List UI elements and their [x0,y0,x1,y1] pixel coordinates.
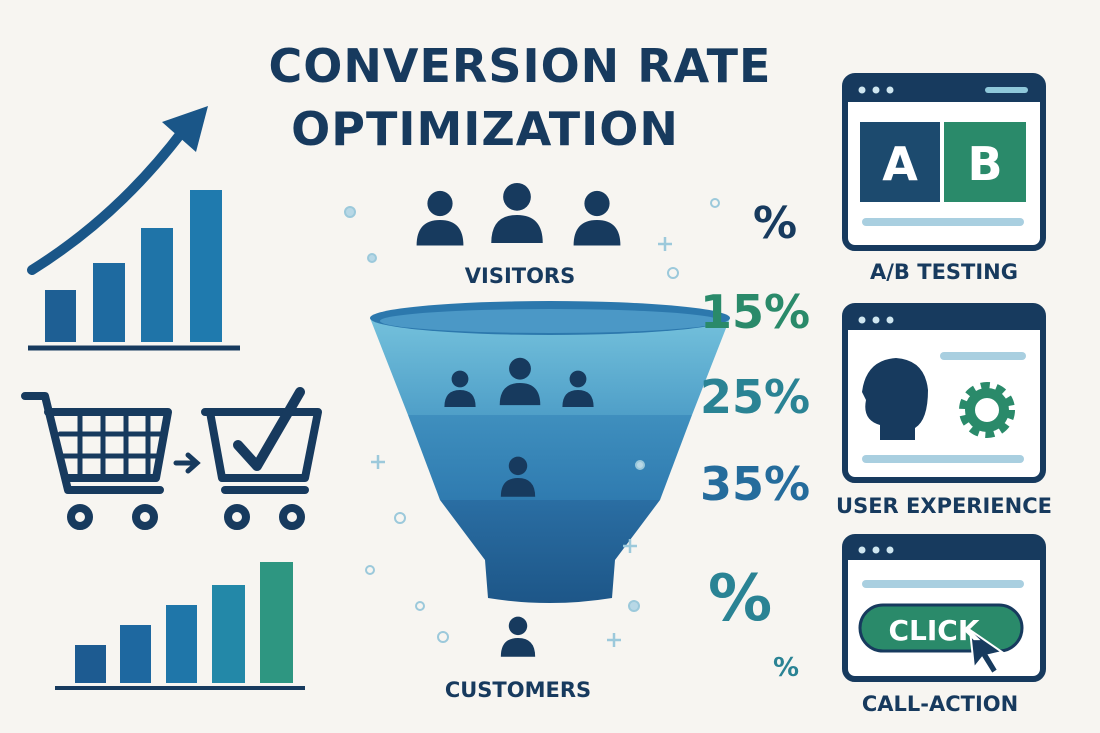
panel-label: USER EXPERIENCE [836,494,1052,518]
deco-dot [635,460,645,470]
person-body [416,220,464,246]
deco-dot [628,600,640,612]
people-icons [416,182,621,657]
person-head [427,190,453,217]
person-head [508,616,528,636]
percentage: 15% [700,285,810,339]
person-icon [573,190,621,246]
deco-plus [623,539,637,553]
ux-window [842,303,1046,483]
cta-window [842,534,1046,682]
decorations [344,198,720,647]
percentage: % [773,653,799,683]
deco-dot [367,253,377,263]
transition-arrow [173,452,201,474]
growth-chart-icon [27,106,240,351]
person-body [499,383,541,406]
cta-button-text: CLICK [888,614,980,647]
percentage: 25% [700,370,810,424]
variant-letter: A [882,137,918,191]
person-icon [500,456,536,497]
deco-dot [344,206,356,218]
deco-dot [394,512,406,524]
variant-letter: B [967,137,1002,191]
ab-window [842,73,1046,251]
cart-check-icon [201,387,322,530]
person-head [569,370,587,388]
person-head [451,370,469,388]
deco-plus [371,455,385,469]
person-icon [562,370,594,407]
bar-chart-icon [55,562,305,690]
percentage: % [753,198,797,249]
person-head [508,456,528,476]
deco-dot [667,267,679,279]
deco-plus [607,633,621,647]
person-body [491,215,543,244]
person-body [500,478,536,497]
funnel-top-label: VISITORS [465,264,575,288]
title-line: OPTIMIZATION [291,102,679,156]
percentage: % [708,562,772,636]
person-icon [416,190,464,246]
person-icon [444,370,476,407]
deco-dot [710,198,720,208]
title-line: CONVERSION RATE [269,39,772,93]
person-head [503,182,531,211]
cart-icon [21,392,172,530]
deco-plus [658,237,672,251]
person-body [573,220,621,246]
deco-dot [437,631,449,643]
person-icon [499,357,541,406]
person-body [500,638,536,657]
person-icon [500,616,536,657]
panel-label: A/B TESTING [870,260,1018,284]
funnel-bottom-label: CUSTOMERS [445,678,591,702]
percentage: 35% [700,457,810,511]
person-body [562,390,594,407]
person-head [509,357,531,380]
deco-dot [365,565,375,575]
panel-label: CALL-ACTION [862,692,1018,716]
deco-dot [415,601,425,611]
person-head [584,190,610,217]
person-icon [491,182,543,244]
person-body [444,390,476,407]
